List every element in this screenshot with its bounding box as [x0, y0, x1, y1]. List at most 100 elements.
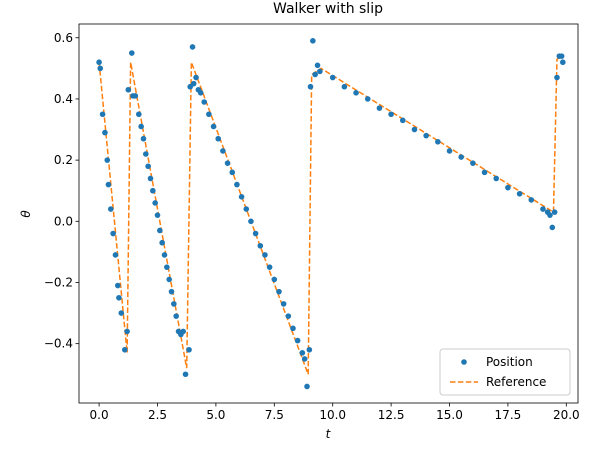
point — [105, 181, 112, 188]
point — [364, 96, 371, 102]
y-tick-label: 0.2 — [54, 153, 73, 167]
y-tick-label: −0.2 — [44, 275, 73, 289]
point — [193, 74, 199, 81]
point — [353, 90, 359, 96]
point — [182, 371, 189, 378]
point — [307, 83, 314, 90]
point — [186, 346, 192, 353]
point — [304, 383, 310, 390]
point — [481, 169, 488, 176]
point — [341, 83, 348, 90]
legend-label: Position — [486, 355, 533, 369]
point — [549, 224, 556, 231]
point — [411, 126, 418, 133]
point — [145, 163, 151, 170]
point — [238, 194, 245, 200]
point — [399, 117, 406, 124]
point — [243, 206, 250, 212]
point — [493, 175, 500, 182]
point — [164, 264, 170, 270]
chart-title: Walker with slip — [273, 1, 383, 17]
point — [458, 154, 464, 160]
point — [112, 252, 119, 258]
point — [97, 65, 104, 72]
x-tick-label: 2.5 — [148, 408, 167, 422]
point — [104, 157, 111, 163]
point — [435, 138, 441, 145]
legend-box — [439, 348, 571, 396]
y-axis-label: θ — [19, 210, 33, 218]
point — [161, 252, 168, 258]
point — [551, 209, 558, 215]
point — [262, 252, 268, 258]
point — [157, 227, 163, 234]
point — [560, 59, 566, 66]
point — [317, 68, 323, 75]
point — [470, 160, 476, 166]
point — [224, 160, 231, 166]
point — [154, 212, 161, 218]
point — [168, 288, 175, 295]
point — [554, 74, 560, 81]
point — [558, 53, 565, 59]
point — [446, 148, 453, 154]
point — [118, 310, 125, 316]
point — [190, 80, 197, 87]
point — [516, 190, 523, 197]
x-tick-label: 7.5 — [265, 408, 284, 422]
point — [234, 181, 240, 188]
point — [276, 288, 282, 295]
point — [301, 356, 308, 362]
point — [110, 230, 116, 237]
point — [206, 111, 212, 118]
point — [294, 337, 301, 344]
y-tick-label: −0.4 — [44, 337, 73, 351]
legend-label: Reference — [486, 375, 546, 389]
point — [125, 86, 132, 93]
reference-line — [98, 55, 564, 375]
point — [189, 44, 196, 50]
x-tick-label: 10.0 — [319, 408, 346, 422]
point — [299, 350, 306, 356]
point — [114, 282, 121, 289]
point — [171, 301, 177, 307]
y-tick-label: 0.4 — [54, 92, 73, 106]
x-tick-label: 20.0 — [553, 408, 580, 422]
plot-frame — [78, 23, 579, 404]
point — [173, 313, 179, 319]
x-tick-label: 12.5 — [378, 408, 405, 422]
point — [140, 135, 147, 142]
point — [306, 346, 313, 353]
point — [152, 200, 158, 206]
x-axis-label: t — [326, 427, 332, 441]
point — [96, 59, 102, 66]
point — [266, 264, 273, 270]
point — [505, 184, 511, 191]
point — [257, 242, 264, 249]
point — [138, 123, 144, 130]
legend-swatch — [461, 359, 467, 365]
point — [312, 71, 318, 78]
y-tick-label: 0.0 — [54, 214, 73, 228]
point — [102, 129, 108, 136]
point — [124, 328, 130, 335]
point — [376, 105, 383, 111]
x-tick-label: 5.0 — [206, 408, 225, 422]
point — [210, 123, 217, 130]
point — [388, 111, 394, 118]
point — [197, 90, 204, 96]
point — [540, 206, 546, 212]
point — [423, 132, 429, 139]
point — [528, 197, 535, 203]
point — [107, 206, 114, 212]
point — [143, 151, 149, 157]
point — [252, 230, 259, 237]
legend: Position Reference — [439, 348, 571, 396]
point — [166, 276, 172, 283]
point — [147, 175, 154, 182]
point — [215, 135, 222, 142]
point — [136, 111, 142, 118]
point — [150, 187, 156, 194]
